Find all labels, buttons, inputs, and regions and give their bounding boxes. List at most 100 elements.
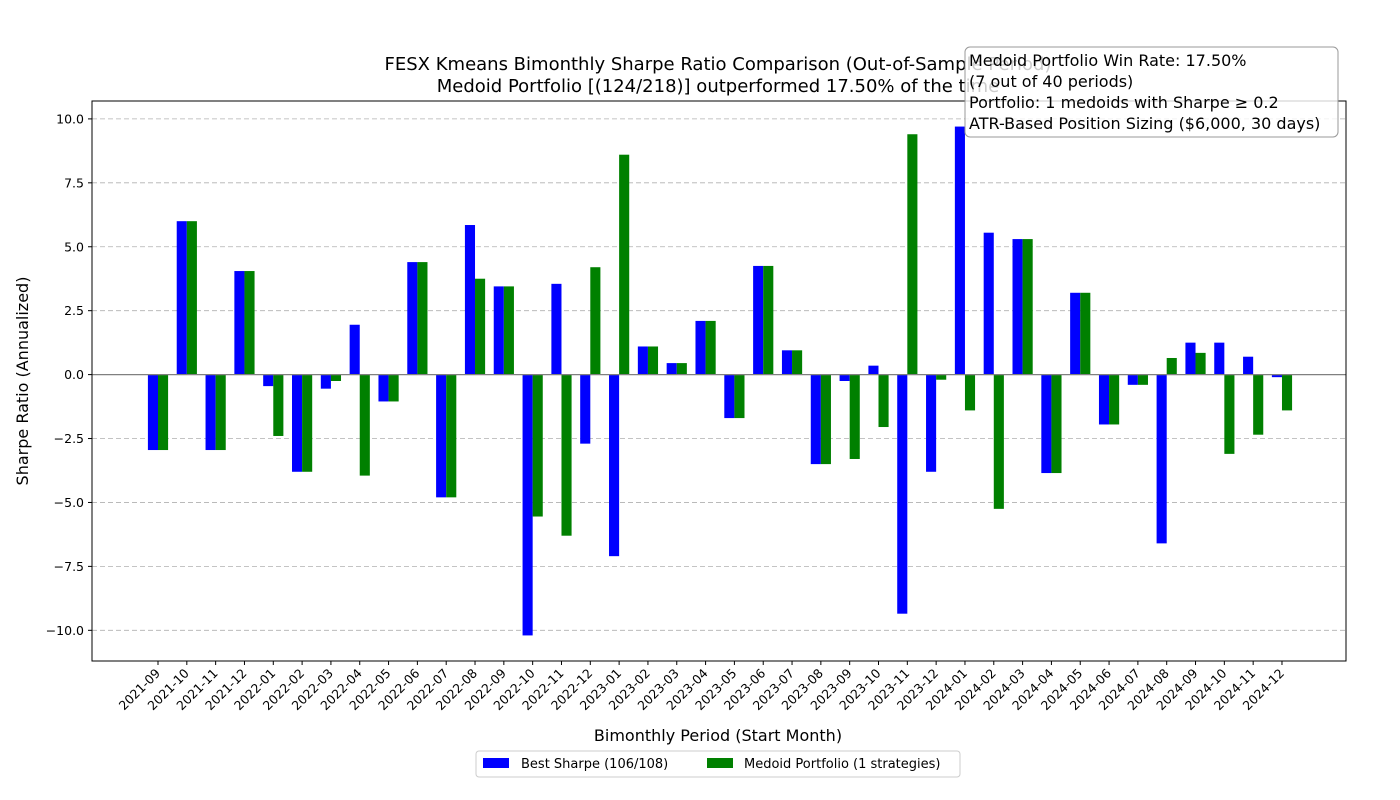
bar-best-sharpe-2023-04	[695, 320, 706, 375]
y-tick-label: 7.5	[64, 175, 84, 190]
bar-medoid-portfolio-2022-10	[532, 374, 543, 517]
bar-best-sharpe-2021-09	[147, 374, 158, 451]
bar-medoid-portfolio-2021-11	[215, 374, 226, 451]
bar-best-sharpe-2024-01	[954, 126, 965, 375]
bar-medoid-portfolio-2023-05	[734, 374, 745, 419]
bar-best-sharpe-2022-05	[378, 374, 389, 402]
annotation-line-1: Medoid Portfolio Win Rate: 17.50%	[969, 51, 1247, 70]
bar-medoid-portfolio-2023-04	[705, 320, 716, 375]
annotation-line-3: Portfolio: 1 medoids with Sharpe ≥ 0.2	[969, 93, 1279, 112]
bar-medoid-portfolio-2024-05	[1080, 292, 1091, 375]
bar-best-sharpe-2024-05	[1070, 292, 1081, 375]
bar-best-sharpe-2024-03	[1012, 239, 1023, 375]
bar-best-sharpe-2023-08	[810, 374, 821, 465]
bar-medoid-portfolio-2022-03	[330, 374, 342, 381]
bar-medoid-portfolio-2022-07	[446, 374, 457, 498]
bar-medoid-portfolio-2024-04	[1051, 374, 1062, 474]
bar-best-sharpe-2022-01	[263, 374, 274, 387]
bar-best-sharpe-2021-11	[205, 374, 216, 451]
bar-best-sharpe-2022-12	[580, 374, 591, 444]
bar-best-sharpe-2023-03	[666, 363, 677, 375]
x-axis-title: Bimonthly Period (Start Month)	[594, 726, 842, 745]
bar-best-sharpe-2023-02	[637, 346, 648, 375]
annotation-line-2: (7 out of 40 periods)	[969, 72, 1133, 91]
bar-best-sharpe-2022-07	[436, 374, 447, 498]
bars-group	[147, 126, 1293, 636]
bar-medoid-portfolio-2023-02	[647, 346, 659, 375]
y-tick-label: −7.5	[54, 559, 84, 574]
bar-best-sharpe-2024-06	[1098, 374, 1110, 425]
bar-best-sharpe-2022-11	[551, 283, 562, 375]
bar-best-sharpe-2022-03	[320, 374, 331, 389]
bar-medoid-portfolio-2022-01	[273, 374, 284, 436]
bar-best-sharpe-2022-06	[407, 262, 418, 375]
bar-medoid-portfolio-2022-08	[475, 278, 486, 375]
y-axis-title: Sharpe Ratio (Annualized)	[13, 277, 32, 486]
plot-area	[91, 100, 1347, 662]
bar-medoid-portfolio-2022-12	[590, 267, 601, 375]
chart-title: FESX Kmeans Bimonthly Sharpe Ratio Compa…	[385, 54, 1052, 75]
bar-best-sharpe-2023-06	[753, 265, 764, 375]
legend-swatch-medoid-portfolio	[707, 758, 733, 768]
y-tick-label: 0.0	[64, 367, 84, 382]
bar-best-sharpe-2024-10	[1214, 342, 1225, 375]
bar-best-sharpe-2024-09	[1185, 342, 1196, 375]
bar-medoid-portfolio-2024-02	[993, 374, 1004, 509]
bar-medoid-portfolio-2022-02	[302, 374, 313, 472]
bar-best-sharpe-2022-08	[464, 225, 476, 375]
y-tick-label: −2.5	[54, 431, 84, 446]
bar-best-sharpe-2024-07	[1127, 374, 1138, 385]
bar-medoid-portfolio-2024-09	[1195, 352, 1206, 375]
bar-medoid-portfolio-2023-12	[936, 374, 947, 380]
bar-medoid-portfolio-2023-07	[792, 350, 803, 375]
bar-medoid-portfolio-2024-11	[1253, 374, 1264, 435]
bar-medoid-portfolio-2024-08	[1166, 357, 1177, 375]
bar-best-sharpe-2023-11	[897, 374, 908, 614]
bar-best-sharpe-2021-12	[234, 271, 245, 375]
bar-best-sharpe-2023-09	[839, 374, 850, 381]
bar-medoid-portfolio-2024-01	[964, 374, 976, 411]
y-tick-label: −10.0	[46, 623, 84, 638]
bar-best-sharpe-2021-10	[176, 221, 187, 375]
bar-medoid-portfolio-2022-11	[561, 374, 572, 536]
legend-label-medoid-portfolio: Medoid Portfolio (1 strategies)	[744, 757, 941, 772]
bar-medoid-portfolio-2023-03	[676, 363, 687, 375]
bar-medoid-portfolio-2022-05	[388, 374, 399, 402]
bar-best-sharpe-2022-04	[349, 324, 360, 375]
bar-medoid-portfolio-2023-10	[878, 374, 889, 428]
bar-medoid-portfolio-2024-10	[1224, 374, 1235, 454]
y-tick-label: 2.5	[64, 303, 84, 318]
bar-best-sharpe-2024-02	[983, 232, 994, 375]
bar-medoid-portfolio-2022-09	[503, 286, 514, 375]
bar-medoid-portfolio-2023-09	[849, 374, 860, 459]
chart-subtitle: Medoid Portfolio [(124/218)] outperforme…	[437, 76, 999, 97]
y-axis: −10.0 −7.5 −5.0 −2.5 0.0 2.5 5.0 7.5 10.0	[46, 111, 92, 638]
bar-best-sharpe-2023-12	[926, 374, 937, 472]
bar-medoid-portfolio-2024-06	[1109, 374, 1120, 425]
bar-best-sharpe-2023-07	[781, 350, 793, 375]
bar-medoid-portfolio-2023-06	[763, 265, 774, 375]
bar-medoid-portfolio-2023-08	[820, 374, 831, 465]
legend-swatch-best-sharpe	[483, 758, 509, 768]
annotation-line-4: ATR-Based Position Sizing ($6,000, 30 da…	[969, 114, 1320, 133]
legend-label-best-sharpe: Best Sharpe (106/108)	[521, 757, 668, 772]
bar-best-sharpe-2022-09	[493, 286, 504, 375]
bar-best-sharpe-2024-08	[1156, 374, 1167, 544]
bar-best-sharpe-2022-02	[292, 374, 303, 472]
y-tick-label: 10.0	[56, 111, 84, 126]
bar-best-sharpe-2023-01	[609, 374, 620, 557]
bar-best-sharpe-2024-11	[1243, 356, 1254, 375]
legend: Best Sharpe (106/108) Medoid Portfolio (…	[475, 750, 961, 778]
bar-medoid-portfolio-2021-12	[244, 271, 255, 375]
bar-medoid-portfolio-2024-12	[1281, 374, 1293, 411]
y-tick-label: 5.0	[64, 239, 84, 254]
x-axis: 2021-092021-102021-112021-122022-012022-…	[116, 661, 1287, 713]
bar-best-sharpe-2023-05	[724, 374, 735, 419]
bar-medoid-portfolio-2023-11	[907, 134, 918, 375]
bar-medoid-portfolio-2023-01	[619, 154, 630, 375]
bar-best-sharpe-2023-10	[868, 365, 879, 375]
bar-best-sharpe-2024-12	[1271, 374, 1282, 378]
bar-best-sharpe-2024-04	[1041, 374, 1052, 474]
y-tick-label: −5.0	[54, 495, 84, 510]
